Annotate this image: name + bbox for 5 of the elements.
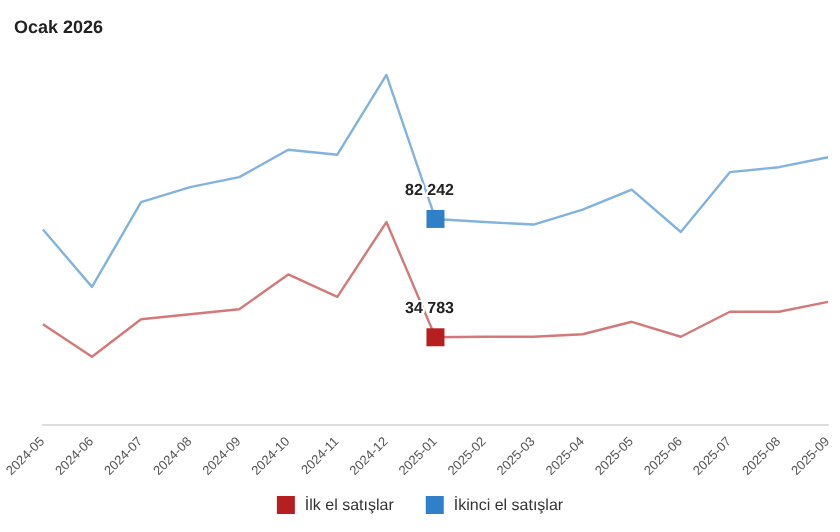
data-label: 82 242 (405, 180, 456, 199)
chart-title: Ocak 2026 (14, 17, 104, 37)
legend-label: İkinci el satışlar (453, 496, 564, 514)
legend-label: İlk el satışlar (304, 496, 395, 514)
data-label: 34 783 (405, 299, 456, 318)
